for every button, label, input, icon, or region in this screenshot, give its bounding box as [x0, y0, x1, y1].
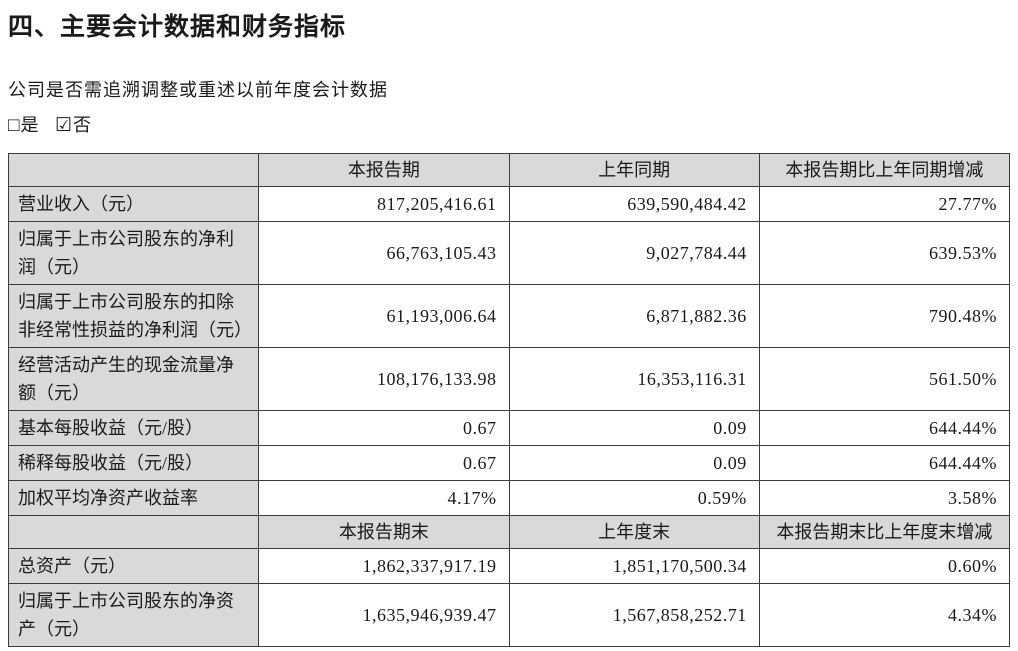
change-value: 790.48%	[758, 283, 1011, 348]
row-label: 归属于上市公司股东的净资产（元）	[7, 582, 260, 647]
restate-options: □是 ☑否	[8, 115, 1010, 138]
change-value: 639.53%	[758, 220, 1011, 285]
restate-question-text: 公司是否需追溯调整或重述以前年度会计数据	[8, 80, 388, 101]
checkbox-option-no: ☑否	[54, 114, 93, 136]
row-label: 营业收入（元）	[7, 185, 260, 222]
prior-period-value: 639,590,484.42	[508, 185, 760, 222]
table-row-revenue: 营业收入（元） 817,205,416.61 639,590,484.42 27…	[7, 185, 1011, 222]
header-prior-period: 上年同期	[508, 152, 760, 187]
change-value: 3.58%	[758, 479, 1011, 516]
change-value: 4.34%	[758, 582, 1011, 647]
table-row-net-profit: 归属于上市公司股东的净利润（元） 66,763,105.43 9,027,784…	[7, 220, 1011, 285]
header-period-end-change: 本报告期末比上年度末增减	[758, 514, 1011, 549]
header-period-change: 本报告期比上年同期增减	[758, 152, 1011, 187]
row-label: 经营活动产生的现金流量净额（元）	[7, 346, 260, 411]
prior-period-value: 16,353,116.31	[508, 346, 760, 411]
prior-period-value: 0.59%	[508, 479, 760, 516]
current-period-value: 1,635,946,939.47	[258, 582, 510, 647]
header-current-period-end: 本报告期末	[258, 514, 510, 549]
table-row-operating-cash-flow: 经营活动产生的现金流量净额（元） 108,176,133.98 16,353,1…	[7, 346, 1011, 411]
change-value: 0.60%	[758, 547, 1011, 584]
row-label: 归属于上市公司股东的净利润（元）	[7, 220, 260, 285]
prior-period-value: 0.09	[508, 409, 760, 446]
table-row-net-profit-excl-nonrecurring: 归属于上市公司股东的扣除非经常性损益的净利润（元） 61,193,006.64 …	[7, 283, 1011, 348]
table-row-weighted-avg-roe: 加权平均净资产收益率 4.17% 0.59% 3.58%	[7, 479, 1011, 516]
row-label: 基本每股收益（元/股）	[7, 409, 260, 446]
current-period-value: 817,205,416.61	[258, 185, 510, 222]
table-row-net-assets: 归属于上市公司股东的净资产（元） 1,635,946,939.47 1,567,…	[7, 582, 1011, 647]
header-prior-year-end: 上年度末	[508, 514, 760, 549]
current-period-value: 4.17%	[258, 479, 510, 516]
checkbox-unchecked-icon: □	[8, 114, 21, 136]
checkbox-checked-icon: ☑	[54, 114, 74, 136]
row-label: 稀释每股收益（元/股）	[7, 444, 260, 481]
financial-indicators-table: 本报告期 上年同期 本报告期比上年同期增减 营业收入（元） 817,205,41…	[7, 152, 1011, 647]
current-period-value: 0.67	[258, 409, 510, 446]
change-value: 644.44%	[758, 444, 1011, 481]
checkbox-no-label: 否	[73, 114, 93, 135]
header-empty	[7, 152, 260, 187]
prior-period-value: 1,851,170,500.34	[508, 547, 760, 584]
prior-period-value: 0.09	[508, 444, 760, 481]
current-period-value: 61,193,006.64	[258, 283, 510, 348]
prior-period-value: 9,027,784.44	[508, 220, 760, 285]
table-row-total-assets: 总资产（元） 1,862,337,917.19 1,851,170,500.34…	[7, 547, 1011, 584]
header-current-period: 本报告期	[258, 152, 510, 187]
row-label: 加权平均净资产收益率	[7, 479, 260, 516]
row-label: 归属于上市公司股东的扣除非经常性损益的净利润（元）	[7, 283, 260, 348]
table-header-row-period: 本报告期 上年同期 本报告期比上年同期增减	[7, 152, 1011, 187]
current-period-value: 66,763,105.43	[258, 220, 510, 285]
current-period-value: 108,176,133.98	[258, 346, 510, 411]
table-header-row-period-end: 本报告期末 上年度末 本报告期末比上年度末增减	[7, 514, 1011, 549]
prior-period-value: 6,871,882.36	[508, 283, 760, 348]
page-title: 四、主要会计数据和财务指标	[8, 14, 347, 41]
checkbox-yes-label: 是	[20, 114, 40, 135]
table-row-diluted-eps: 稀释每股收益（元/股） 0.67 0.09 644.44%	[7, 444, 1011, 481]
change-value: 27.77%	[758, 185, 1011, 222]
current-period-value: 1,862,337,917.19	[258, 547, 510, 584]
checkbox-option-yes: □是	[8, 114, 40, 136]
current-period-value: 0.67	[258, 444, 510, 481]
table-row-basic-eps: 基本每股收益（元/股） 0.67 0.09 644.44%	[7, 409, 1011, 446]
change-value: 644.44%	[758, 409, 1011, 446]
change-value: 561.50%	[758, 346, 1011, 411]
header-empty	[7, 514, 260, 549]
row-label: 总资产（元）	[7, 547, 260, 584]
prior-period-value: 1,567,858,252.71	[508, 582, 760, 647]
